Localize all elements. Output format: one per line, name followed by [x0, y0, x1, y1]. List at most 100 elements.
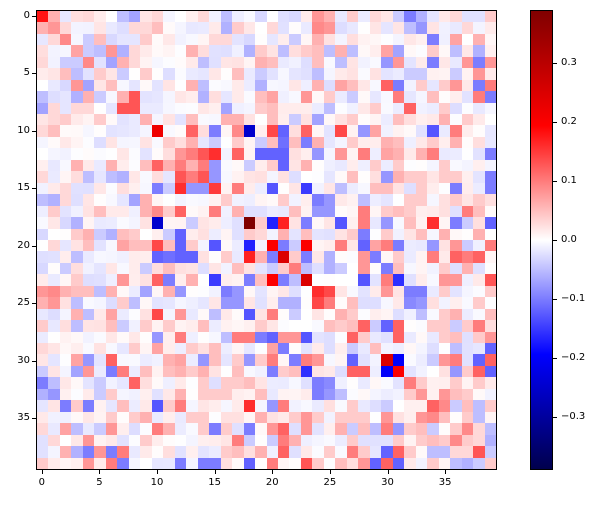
- heatmap-cell: [427, 205, 439, 218]
- heatmap-cell: [140, 33, 152, 46]
- heatmap-cell: [300, 388, 313, 401]
- heatmap-cell: [174, 136, 187, 149]
- heatmap-cell: [289, 79, 301, 92]
- heatmap-cell: [220, 159, 233, 172]
- heatmap-cell: [140, 125, 152, 137]
- heatmap-cell: [94, 11, 106, 23]
- heatmap-cell: [289, 331, 301, 344]
- heatmap-cell: [438, 56, 451, 69]
- heatmap-cell: [404, 262, 416, 275]
- heatmap-cell: [37, 148, 49, 160]
- heatmap-cell: [128, 171, 141, 183]
- heatmap-cell: [277, 11, 290, 23]
- heatmap-cell: [300, 159, 313, 172]
- heatmap-cell: [335, 182, 347, 195]
- x-tick-label: 15: [208, 477, 221, 488]
- heatmap-cell: [128, 377, 141, 389]
- heatmap-cell: [255, 446, 267, 458]
- heatmap-cell: [94, 274, 106, 286]
- heatmap-cell: [186, 217, 198, 229]
- heatmap-cell: [266, 148, 278, 160]
- heatmap-cell: [71, 22, 83, 34]
- heatmap-cell: [266, 434, 278, 447]
- heatmap-cell: [163, 320, 175, 332]
- heatmap-cell: [450, 114, 462, 126]
- heatmap-cell: [71, 400, 83, 412]
- heatmap-cell: [117, 354, 129, 366]
- heatmap-cell: [82, 79, 95, 92]
- heatmap-cell: [209, 217, 221, 229]
- heatmap-cell: [48, 434, 60, 447]
- heatmap-cell: [484, 125, 496, 137]
- heatmap-cell: [381, 411, 393, 424]
- heatmap-cell: [300, 33, 313, 46]
- heatmap-cell: [266, 446, 278, 458]
- colorbar-tick-label: 0.3: [561, 57, 577, 69]
- heatmap-cell: [427, 343, 439, 355]
- heatmap-cell: [151, 343, 164, 355]
- heatmap-cell: [404, 457, 416, 469]
- x-tick-label: 30: [381, 477, 394, 488]
- heatmap-cell: [174, 343, 187, 355]
- heatmap-cell: [37, 423, 49, 435]
- heatmap-cell: [450, 33, 462, 46]
- heatmap-cell: [289, 114, 301, 126]
- heatmap-cell: [358, 91, 370, 103]
- heatmap-cell: [404, 159, 416, 172]
- heatmap-cell: [277, 228, 290, 240]
- heatmap-cell: [427, 114, 439, 126]
- heatmap-cell: [450, 297, 462, 309]
- heatmap-cell: [335, 354, 347, 366]
- heatmap-cell: [404, 228, 416, 240]
- heatmap-cell: [197, 159, 210, 172]
- heatmap-cell: [369, 411, 382, 424]
- heatmap-cell: [71, 320, 83, 332]
- heatmap-cell: [48, 320, 60, 332]
- heatmap-cell: [473, 79, 485, 92]
- heatmap-cell: [484, 274, 496, 286]
- heatmap-cell: [48, 365, 60, 378]
- heatmap-cell: [186, 434, 198, 447]
- heatmap-cell: [209, 205, 221, 218]
- heatmap-cell: [128, 320, 141, 332]
- heatmap-cell: [232, 308, 244, 321]
- heatmap-cell: [358, 320, 370, 332]
- heatmap-cell: [300, 251, 313, 263]
- heatmap-cell: [243, 343, 256, 355]
- heatmap-cell: [450, 148, 462, 160]
- heatmap-cell: [415, 285, 428, 298]
- heatmap-cell: [461, 102, 474, 115]
- heatmap-cell: [220, 79, 233, 92]
- heatmap-cell: [438, 194, 451, 206]
- heatmap-cell: [335, 411, 347, 424]
- heatmap-cell: [151, 297, 164, 309]
- heatmap-cell: [163, 331, 175, 344]
- heatmap-cell: [151, 457, 164, 469]
- heatmap-cell: [94, 365, 106, 378]
- heatmap-cell: [197, 388, 210, 401]
- heatmap-cell: [94, 285, 106, 298]
- heatmap-cell: [255, 205, 267, 218]
- heatmap-cell: [404, 239, 416, 252]
- heatmap-cell: [450, 45, 462, 57]
- heatmap-cell: [300, 274, 313, 286]
- heatmap-cell: [438, 446, 451, 458]
- heatmap-cell: [369, 251, 382, 263]
- heatmap-cell: [484, 400, 496, 412]
- heatmap-cell: [163, 11, 175, 23]
- heatmap-cell: [94, 148, 106, 160]
- heatmap-cell: [312, 148, 324, 160]
- heatmap-cell: [415, 274, 428, 286]
- heatmap-cell: [151, 446, 164, 458]
- heatmap-cell: [369, 457, 382, 469]
- heatmap-cell: [369, 331, 382, 344]
- heatmap-cell: [312, 308, 324, 321]
- heatmap-cell: [404, 331, 416, 344]
- heatmap-cell: [473, 457, 485, 469]
- heatmap-cell: [220, 228, 233, 240]
- heatmap-cell: [243, 388, 256, 401]
- heatmap-cell: [151, 22, 164, 34]
- heatmap-cell: [415, 91, 428, 103]
- heatmap-cell: [473, 377, 485, 389]
- heatmap-cell: [404, 365, 416, 378]
